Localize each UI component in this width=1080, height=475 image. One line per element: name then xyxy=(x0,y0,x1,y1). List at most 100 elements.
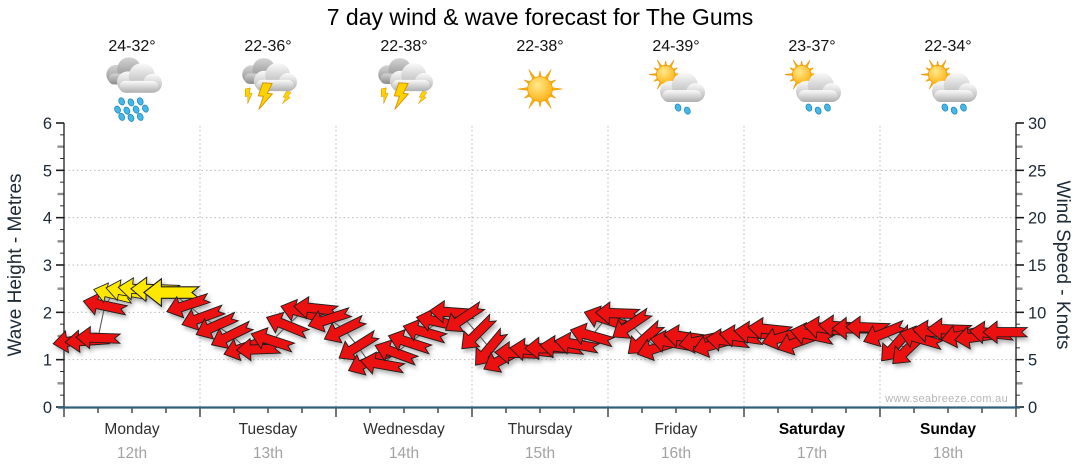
raindrop xyxy=(123,106,131,115)
date-label: 15th xyxy=(525,445,555,462)
raindrop xyxy=(136,112,144,121)
day-label: Tuesday xyxy=(239,421,298,438)
raindrop xyxy=(118,112,126,121)
lightning-bolt xyxy=(257,82,274,110)
day-label: Sunday xyxy=(920,421,976,438)
left-tick-label: 0 xyxy=(43,399,52,417)
raindrop xyxy=(814,106,822,115)
raindrop xyxy=(142,104,149,113)
day-label: Monday xyxy=(104,421,159,438)
wind-arrow xyxy=(265,311,311,339)
left-tick-label: 6 xyxy=(43,115,52,133)
raindrop xyxy=(674,103,682,112)
weather-icon-sun xyxy=(507,56,573,122)
lightning-bolt xyxy=(282,90,292,104)
weather-icon-storm xyxy=(371,56,437,122)
wind-arrow xyxy=(461,313,498,350)
wind-arrow xyxy=(292,295,340,320)
tick-labels: 0 1 2 3 4 5 6 0 5 10 15 20 25 30 xyxy=(43,115,1047,417)
wind-arrows-series xyxy=(52,276,1029,376)
temperature-range-label: 22-38° xyxy=(516,38,564,55)
temperature-range-label: 22-38° xyxy=(380,38,428,55)
day-label: Saturday xyxy=(779,421,846,438)
right-tick-label: 15 xyxy=(1028,257,1046,275)
wind-arrow xyxy=(75,325,122,350)
lightning-bolt xyxy=(244,87,253,104)
day-label: Friday xyxy=(654,421,697,438)
raindrop xyxy=(127,98,135,107)
wind-arrow xyxy=(569,322,616,348)
wind-arrow xyxy=(402,318,449,344)
lightning-bolt xyxy=(418,90,428,104)
wind-arrow xyxy=(374,339,420,366)
right-tick-label: 5 xyxy=(1028,352,1037,370)
wind-arrow xyxy=(863,319,908,348)
wind-arrow xyxy=(387,328,434,355)
right-tick-label: 25 xyxy=(1028,162,1046,180)
left-axis-title: Wave Height - Metres xyxy=(5,173,26,357)
weather-icon-sun-shower-light xyxy=(643,56,709,122)
date-label: 17th xyxy=(797,445,827,462)
wind-arrow xyxy=(554,331,601,355)
temperature-range-label: 24-39° xyxy=(652,38,700,55)
wind-arrow xyxy=(195,311,240,340)
raindrop xyxy=(136,97,144,106)
left-tick-label: 1 xyxy=(43,352,52,370)
wind-arrow xyxy=(181,304,227,331)
raindrop xyxy=(941,103,949,112)
raindrop xyxy=(960,103,967,112)
wind-arrow xyxy=(235,337,282,362)
wind-arrow xyxy=(594,301,641,325)
raindrop xyxy=(132,105,140,114)
left-tick-label: 3 xyxy=(43,257,52,275)
wind-arrow xyxy=(142,277,201,308)
day-label: Wednesday xyxy=(363,421,445,438)
gridlines xyxy=(64,126,1016,407)
wind-arrow xyxy=(359,351,406,375)
wind-arrow xyxy=(982,320,1029,345)
cloud-front xyxy=(116,63,163,93)
date-label: 16th xyxy=(661,445,691,462)
left-tick-label: 2 xyxy=(43,304,52,322)
wind-arrow xyxy=(250,327,296,353)
right-tick-label: 0 xyxy=(1028,399,1037,417)
right-tick-label: 20 xyxy=(1028,210,1046,228)
weather-icon-sun-shower xyxy=(915,56,981,122)
left-tick-label: 5 xyxy=(43,162,52,180)
wind-arrow xyxy=(612,307,654,339)
raindrop xyxy=(118,97,126,106)
raindrop xyxy=(684,106,691,115)
watermark: www.seabreeze.com.au xyxy=(885,393,1008,405)
wind-arrow xyxy=(210,320,255,350)
raindrop xyxy=(127,113,135,122)
cloud-front xyxy=(931,72,978,103)
axis-ticks xyxy=(56,122,1024,417)
raindrop xyxy=(950,106,958,115)
page-title: 7 day wind & wave forecast for The Gums xyxy=(326,4,754,30)
raindrop xyxy=(824,103,831,112)
weather-icon-rain xyxy=(99,56,165,122)
sun-core xyxy=(527,76,553,102)
right-tick-label: 30 xyxy=(1028,115,1046,133)
raindrop xyxy=(114,105,121,114)
date-label: 14th xyxy=(389,445,419,462)
left-tick-label: 4 xyxy=(43,210,52,228)
temperature-range-label: 22-36° xyxy=(244,38,292,55)
right-axis-title: Wind Speed - Knots xyxy=(1052,180,1073,350)
temperature-range-label: 22-34° xyxy=(924,38,972,55)
wind-arrow xyxy=(166,292,212,319)
right-tick-label: 10 xyxy=(1028,304,1046,322)
temperature-range-label: 24-32° xyxy=(108,38,156,55)
cloud-front xyxy=(659,72,706,103)
wind-arrow xyxy=(307,307,353,333)
wind-arrow xyxy=(444,300,486,333)
date-label: 12th xyxy=(117,445,147,462)
wind-arrow xyxy=(323,314,368,344)
date-label: 13th xyxy=(253,445,283,462)
cloud-front xyxy=(795,72,842,103)
day-label: Thursday xyxy=(508,421,573,438)
date-label: 18th xyxy=(933,445,963,462)
lightning-bolt xyxy=(393,82,410,110)
